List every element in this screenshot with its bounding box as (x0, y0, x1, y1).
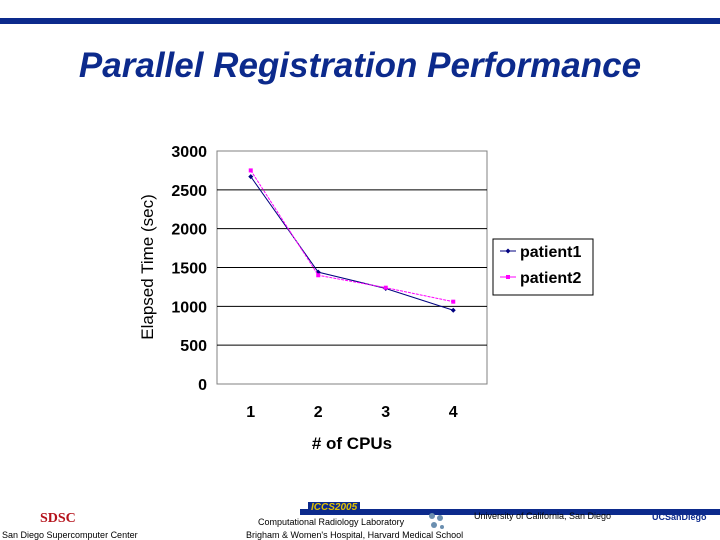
series-line-patient2 (250, 170, 454, 303)
y-tick-label: 1500 (171, 261, 207, 278)
x-tick-label: 1 (246, 404, 255, 421)
y-axis-label: Elapsed Time (sec) (138, 194, 157, 340)
data-point-patient1 (248, 174, 254, 180)
y-tick-label: 2000 (171, 222, 207, 239)
legend-label: patient1 (520, 244, 581, 261)
data-point-patient2 (316, 273, 321, 278)
x-tick-labels: 1 2 3 4 (246, 404, 458, 421)
conference-label: ICCS2005 (308, 502, 361, 513)
y-tick-label: 1000 (171, 299, 207, 316)
page-title: Parallel Registration Performance (78, 46, 642, 85)
series-group (248, 168, 456, 313)
data-point-patient2 (248, 168, 253, 173)
gridlines (217, 189, 487, 346)
top-rule (0, 18, 720, 24)
lab-name: Computational Radiology Laboratory (258, 517, 405, 527)
lab-logo-icon (429, 513, 444, 529)
y-tick-label: 500 (180, 338, 207, 355)
legend: patient1 patient2 (492, 238, 594, 296)
y-tick-labels: 0 500 1000 1500 2000 2500 3000 (171, 144, 207, 394)
footer-rule (300, 509, 720, 515)
ucsd-logo: UCSanDiego (652, 512, 707, 522)
y-tick-label: 2500 (171, 183, 207, 200)
legend-swatch-marker (505, 248, 511, 254)
series-line-patient1 (250, 176, 454, 311)
legend-box (492, 238, 594, 296)
y-tick-label: 3000 (171, 144, 207, 161)
x-tick-label: 2 (314, 404, 323, 421)
university-name: University of California, San Diego (474, 511, 612, 521)
x-tick-label: 4 (449, 404, 458, 421)
legend-swatch-marker (506, 275, 510, 279)
data-point-patient1 (450, 307, 456, 313)
sdsc-name: San Diego Supercomputer Center (2, 530, 138, 540)
x-axis-label: # of CPUs (312, 434, 392, 453)
legend-label: patient2 (520, 270, 581, 287)
x-tick-label: 3 (381, 404, 390, 421)
sdsc-logo: SDSC (40, 511, 76, 526)
data-point-patient2 (383, 285, 388, 290)
hospital-name: Brigham & Women's Hospital, Harvard Medi… (246, 530, 464, 540)
y-tick-label: 0 (198, 377, 207, 394)
data-point-patient2 (451, 299, 456, 304)
